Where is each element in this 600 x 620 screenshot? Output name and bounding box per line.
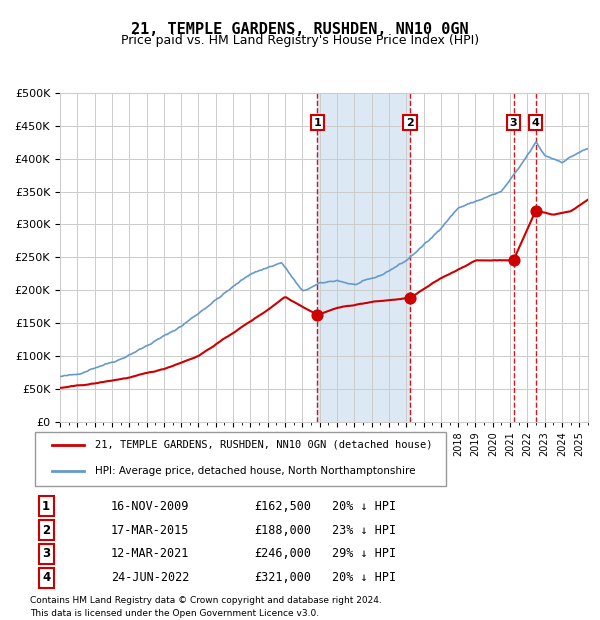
Text: £162,500: £162,500 [254,500,311,513]
Text: 24-JUN-2022: 24-JUN-2022 [111,572,190,584]
Point [313,310,322,320]
Text: 12-MAR-2021: 12-MAR-2021 [111,547,190,560]
Text: £188,000: £188,000 [254,524,311,536]
Point [531,206,541,216]
Text: £321,000: £321,000 [254,572,311,584]
Text: Contains HM Land Registry data © Crown copyright and database right 2024.: Contains HM Land Registry data © Crown c… [30,596,382,606]
Text: 1: 1 [42,500,50,513]
Text: 3: 3 [42,547,50,560]
Text: 17-MAR-2015: 17-MAR-2015 [111,524,190,536]
Text: 23% ↓ HPI: 23% ↓ HPI [332,524,397,536]
Text: 2: 2 [42,524,50,536]
Text: 4: 4 [532,118,539,128]
Text: 4: 4 [42,572,50,584]
Bar [317,93,410,422]
Text: 20% ↓ HPI: 20% ↓ HPI [332,572,397,584]
Text: 2: 2 [406,118,414,128]
Text: HPI: Average price, detached house, North Northamptonshire: HPI: Average price, detached house, Nort… [95,466,415,476]
Text: 29% ↓ HPI: 29% ↓ HPI [332,547,397,560]
FancyBboxPatch shape [35,432,446,485]
Point [509,255,518,265]
Text: 20% ↓ HPI: 20% ↓ HPI [332,500,397,513]
Text: This data is licensed under the Open Government Licence v3.0.: This data is licensed under the Open Gov… [30,609,319,618]
Text: 16-NOV-2009: 16-NOV-2009 [111,500,190,513]
Text: £246,000: £246,000 [254,547,311,560]
Text: 21, TEMPLE GARDENS, RUSHDEN, NN10 0GN (detached house): 21, TEMPLE GARDENS, RUSHDEN, NN10 0GN (d… [95,440,432,450]
Text: 3: 3 [510,118,517,128]
Text: 1: 1 [314,118,321,128]
Text: 21, TEMPLE GARDENS, RUSHDEN, NN10 0GN: 21, TEMPLE GARDENS, RUSHDEN, NN10 0GN [131,22,469,37]
Point [405,293,415,303]
Text: Price paid vs. HM Land Registry's House Price Index (HPI): Price paid vs. HM Land Registry's House … [121,34,479,47]
